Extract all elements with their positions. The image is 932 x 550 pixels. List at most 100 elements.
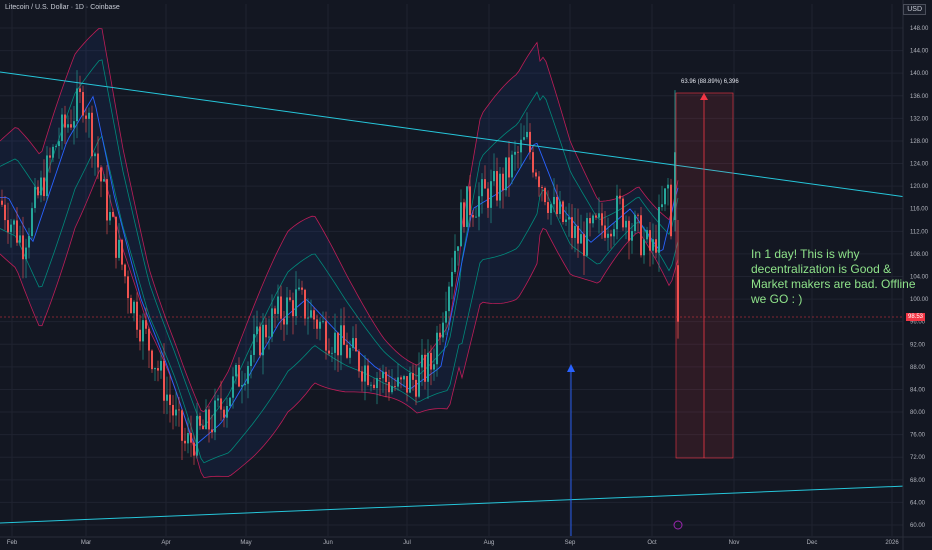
y-tick-label: 72.00: [910, 455, 926, 461]
candle-body: [7, 220, 9, 233]
candle-body: [217, 398, 219, 401]
candle-body: [502, 173, 504, 191]
candle-body: [61, 114, 63, 142]
candle-body: [64, 114, 66, 128]
candle-body: [205, 409, 207, 430]
candle-body: [358, 351, 360, 372]
x-tick-label: Aug: [484, 540, 495, 546]
measure-label: 63.96 (88.89%) 6,396: [681, 79, 739, 85]
candle-body: [625, 220, 627, 228]
candle-body: [652, 239, 654, 251]
y-tick-label: 148.00: [910, 26, 929, 32]
candle-body: [115, 216, 117, 258]
candle-body: [433, 364, 435, 370]
candle-body: [130, 298, 132, 314]
candle-body: [367, 365, 369, 385]
candle-body: [31, 208, 33, 237]
candle-body: [631, 231, 633, 241]
candle-body: [619, 195, 621, 199]
candle-body: [550, 204, 552, 213]
candle-body: [73, 121, 75, 128]
candle-body: [451, 271, 453, 287]
candle-body: [163, 360, 165, 401]
candle-body: [385, 371, 387, 382]
candle-body: [674, 152, 676, 221]
candle-body: [463, 202, 465, 227]
candle-body: [43, 177, 45, 197]
candle-body: [118, 239, 120, 258]
candle-body: [25, 247, 27, 260]
y-tick-label: 68.00: [910, 478, 926, 484]
candle-body: [55, 146, 57, 147]
candle-body: [109, 212, 111, 221]
candle-body: [574, 225, 576, 238]
candle-body: [640, 215, 642, 256]
candle-body: [10, 224, 12, 233]
candle-body: [595, 215, 597, 218]
candle-body: [154, 368, 156, 370]
candle-body: [232, 376, 234, 398]
candle-body: [379, 378, 381, 379]
candle-body: [40, 177, 42, 196]
candle-body: [439, 332, 441, 338]
candle-body: [655, 239, 657, 253]
x-tick-label: Sep: [565, 540, 576, 546]
candle-body: [343, 325, 345, 345]
candle-body: [268, 336, 270, 338]
y-tick-label: 88.00: [910, 365, 926, 371]
candle-body: [505, 157, 507, 191]
candle-body: [481, 179, 483, 197]
candle-body: [661, 204, 663, 208]
candle-body: [436, 332, 438, 365]
candle-body: [265, 324, 267, 338]
x-tick-label: May: [240, 540, 251, 546]
y-tick-label: 84.00: [910, 387, 926, 393]
candle-body: [607, 233, 609, 238]
event-marker: [673, 520, 683, 530]
candle-body: [22, 235, 24, 260]
price-axis[interactable]: 60.00 64.00 68.00 72.00 76.00 80.00 84.00 88.00…: [902, 0, 932, 550]
candle-body: [37, 186, 39, 196]
candle-body: [127, 276, 129, 299]
candle-body: [295, 289, 297, 317]
current-price-tag: 98.53: [906, 313, 926, 321]
candle-body: [301, 287, 303, 290]
currency-button[interactable]: USD: [903, 4, 926, 15]
candle-body: [586, 218, 588, 256]
y-tick-label: 96.00: [910, 320, 926, 326]
y-tick-label: 136.00: [910, 94, 929, 100]
candle-body: [487, 188, 489, 208]
candle-body: [484, 179, 486, 189]
candle-body: [58, 141, 60, 147]
measure-box: [675, 92, 734, 459]
candle-body: [346, 344, 348, 358]
candle-body: [577, 225, 579, 244]
candle-body: [184, 440, 186, 444]
x-tick-label: Dec: [807, 540, 818, 546]
candle-body: [178, 409, 180, 411]
candle-body: [562, 201, 564, 222]
candle-body: [493, 171, 495, 182]
candle-body: [244, 383, 246, 386]
candle-body: [511, 154, 513, 178]
candle-body: [322, 321, 324, 323]
candle-body: [88, 112, 90, 119]
candle-body: [19, 235, 21, 243]
candle-body: [427, 352, 429, 382]
candle-body: [97, 153, 99, 168]
candle-body: [196, 415, 198, 456]
candle-body: [169, 394, 171, 405]
candle-body: [199, 415, 201, 426]
x-tick-label: Apr: [161, 540, 170, 546]
time-axis[interactable]: Feb Mar Apr May Jun Jul Aug Sep Oct Nov Dec 2026: [0, 536, 932, 546]
candle-body: [94, 153, 96, 157]
candle-body: [361, 371, 363, 382]
candle-body: [148, 328, 150, 351]
candle-body: [589, 218, 591, 224]
candle-body: [472, 215, 474, 218]
candle-body: [535, 172, 537, 177]
candle-body: [517, 151, 519, 153]
candle-body: [658, 207, 660, 253]
candle-body: [349, 347, 351, 358]
